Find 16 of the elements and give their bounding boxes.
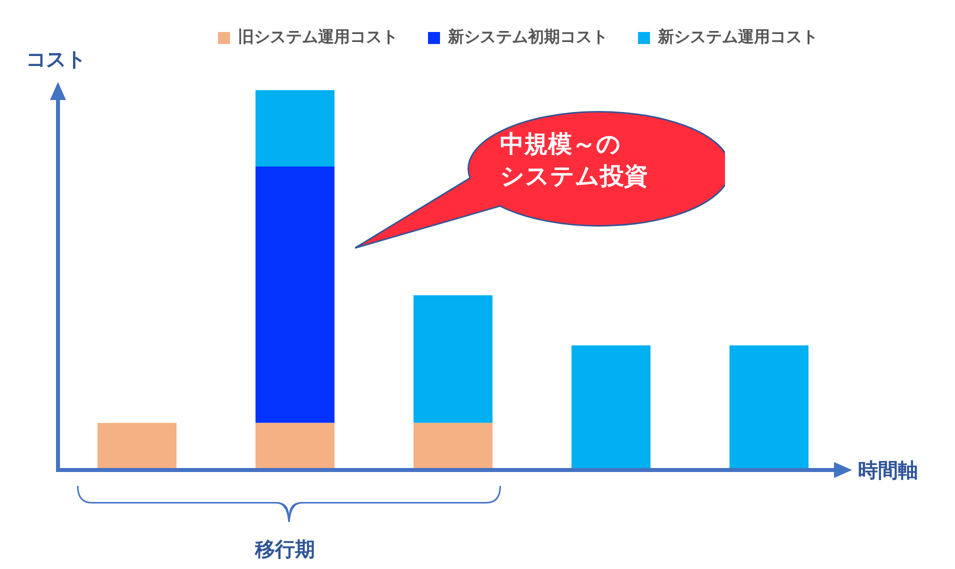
legend-label: 新システム初期コスト: [447, 27, 608, 46]
bar: [572, 345, 650, 470]
x-axis-title: 時間軸: [858, 457, 918, 484]
bar: [414, 422, 492, 470]
annotation: システム投資: [500, 161, 648, 192]
bar: [256, 166, 334, 423]
bar: [98, 422, 176, 470]
legend-label: 旧システム運用コスト: [238, 27, 398, 46]
bar: [256, 90, 334, 167]
y-axis-title: コスト: [26, 46, 86, 73]
legend-label: 新システム運用コスト: [657, 27, 818, 46]
annotation: 中規模～の: [500, 129, 622, 160]
bar: [730, 345, 808, 470]
text: 移行期: [255, 536, 315, 563]
bar: [414, 295, 492, 423]
bar: [256, 422, 334, 470]
